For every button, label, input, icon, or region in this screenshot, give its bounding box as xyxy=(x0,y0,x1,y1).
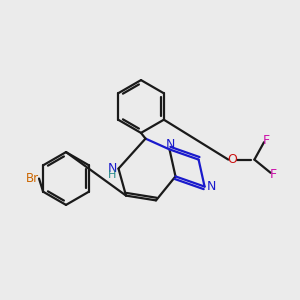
Text: O: O xyxy=(228,153,237,166)
Text: N: N xyxy=(206,180,216,193)
Text: F: F xyxy=(270,168,277,181)
Text: Br: Br xyxy=(26,172,39,185)
Text: F: F xyxy=(263,134,270,147)
Text: N: N xyxy=(108,162,117,175)
Text: H: H xyxy=(108,170,116,180)
Text: N: N xyxy=(166,137,175,151)
